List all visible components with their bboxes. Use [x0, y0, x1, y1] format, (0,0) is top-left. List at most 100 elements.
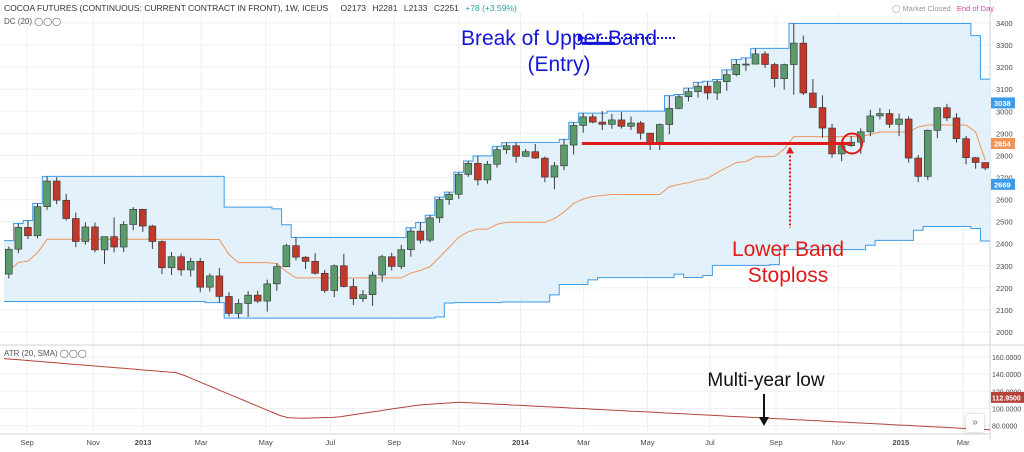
atr-low-annotation: Multi-year low: [707, 370, 824, 391]
candle-down: [340, 265, 348, 287]
candle-down: [531, 151, 540, 159]
candle-up: [5, 248, 13, 275]
indicator-settings-icon[interactable]: ◯◯◯: [34, 17, 62, 26]
price-tick-label: 2100: [996, 306, 1013, 315]
dc-indicator-legend[interactable]: DC (20) ◯◯◯: [4, 17, 61, 26]
candle-up: [282, 245, 291, 267]
candle-up: [608, 119, 616, 125]
stoploss-annotation-line2: Stoploss: [748, 264, 829, 287]
time-axis: Sep Nov 2013 Mar May Jul Sep Nov 2014 Mar May Jul Se…: [20, 438, 970, 447]
price-tick-label: 3300: [996, 41, 1013, 50]
candle-down: [24, 227, 32, 237]
candle-down: [799, 42, 808, 94]
candle-down: [139, 208, 147, 227]
price-tick-label: 2000: [996, 328, 1013, 337]
symbol-title[interactable]: COCOA FUTURES (CONTINUOUS: CURRENT CONTR…: [4, 3, 329, 13]
candle-up: [876, 113, 884, 117]
price-tick-label: 2300: [996, 262, 1013, 271]
atr-value-badge: [991, 391, 1024, 403]
candle-down: [253, 294, 262, 302]
candle-up: [675, 96, 683, 109]
entry-annotation-line1: Break of Upper Band: [461, 27, 657, 50]
atr-tick-label: 160.0000: [992, 355, 1021, 362]
price-tick-label: 2500: [996, 218, 1013, 227]
donchian-channel-fill: [4, 23, 990, 319]
time-tick-label: Sep: [769, 438, 782, 447]
candle-up: [244, 294, 252, 304]
candle-down: [971, 157, 980, 163]
market-status-text: Market Closed: [902, 4, 951, 13]
candle-down: [416, 230, 425, 241]
candle-up: [100, 236, 109, 251]
indicator-settings-icon[interactable]: ◯◯◯: [59, 349, 87, 358]
candle-up: [483, 163, 492, 181]
price-tick-label: 2700: [996, 174, 1013, 183]
candle-up: [368, 274, 377, 295]
candle-down: [52, 180, 61, 201]
candle-up: [924, 129, 932, 177]
donchian-lower-band: [4, 225, 990, 319]
price-badge-label-lower: 2669: [994, 180, 1011, 189]
atr-tick-label: 100.0000: [992, 406, 1021, 413]
scroll-right-button[interactable]: »: [966, 414, 984, 432]
candle-up: [234, 303, 243, 314]
candle-up: [397, 249, 406, 267]
chevron-double-right-icon: »: [972, 417, 978, 428]
candle-up: [81, 226, 90, 242]
candle-up: [14, 227, 23, 250]
candle-up: [627, 122, 635, 127]
candle-down: [512, 145, 520, 157]
donchian-upper-band: [4, 22, 990, 242]
price-badge-label-upper: 3038: [994, 99, 1011, 108]
market-status: ◯ Market Closed End of Day: [892, 4, 994, 13]
candle-up: [665, 108, 674, 125]
candles: [5, 23, 989, 319]
candle-up: [435, 199, 444, 219]
candle-down: [541, 157, 549, 178]
price-tick-label: 2900: [996, 129, 1013, 138]
ohlc-low: L2133: [403, 3, 428, 13]
ohlc-open: O2173: [340, 3, 367, 13]
time-tick-label: Jul: [326, 438, 336, 447]
time-tick-label: 2015: [892, 438, 909, 447]
candle-up: [445, 193, 453, 200]
time-tick-label: May: [640, 438, 654, 447]
candle-up: [550, 165, 559, 178]
atr-indicator-legend[interactable]: ATR (20, SMA) ◯◯◯: [4, 349, 87, 358]
candle-down: [828, 127, 836, 155]
price-tick-label: 2200: [996, 284, 1013, 293]
candle-up: [780, 64, 788, 79]
candle-up: [167, 256, 176, 269]
candle-up: [33, 206, 42, 237]
candle-down: [809, 92, 817, 108]
candle-up: [790, 42, 798, 65]
price-tick-label: 3400: [996, 19, 1013, 28]
atr-value-badge-label: 112.9500: [992, 395, 1021, 402]
candle-up: [723, 74, 731, 83]
candle-down: [617, 119, 626, 127]
candle-up: [655, 124, 664, 145]
candle-up: [426, 217, 434, 241]
candle-down: [636, 122, 645, 134]
price-tick-label: 2800: [996, 151, 1013, 160]
candle-up: [502, 145, 511, 150]
stoploss-hit-circle: [841, 132, 863, 155]
time-tick-label: Jul: [705, 438, 715, 447]
stoploss-arrow-head: [786, 146, 794, 154]
candle-down: [292, 245, 300, 258]
ohlc-high: H2281: [372, 3, 398, 13]
candle-down: [981, 162, 989, 169]
candle-down: [158, 241, 166, 269]
candle-down: [588, 116, 597, 123]
time-tick-label: 2014: [512, 438, 530, 447]
time-tick-label: Nov: [452, 438, 466, 447]
candle-up: [521, 151, 530, 157]
price-tick-label: 3200: [996, 63, 1013, 72]
time-tick-label: Sep: [20, 438, 33, 447]
price-change: +78 (+3.59%): [465, 3, 517, 13]
candle-up: [454, 174, 463, 195]
atr-tick-label: 80.0000: [992, 424, 1017, 431]
candle-down: [320, 272, 329, 291]
price-badge-label-middle: 2854: [994, 140, 1012, 149]
